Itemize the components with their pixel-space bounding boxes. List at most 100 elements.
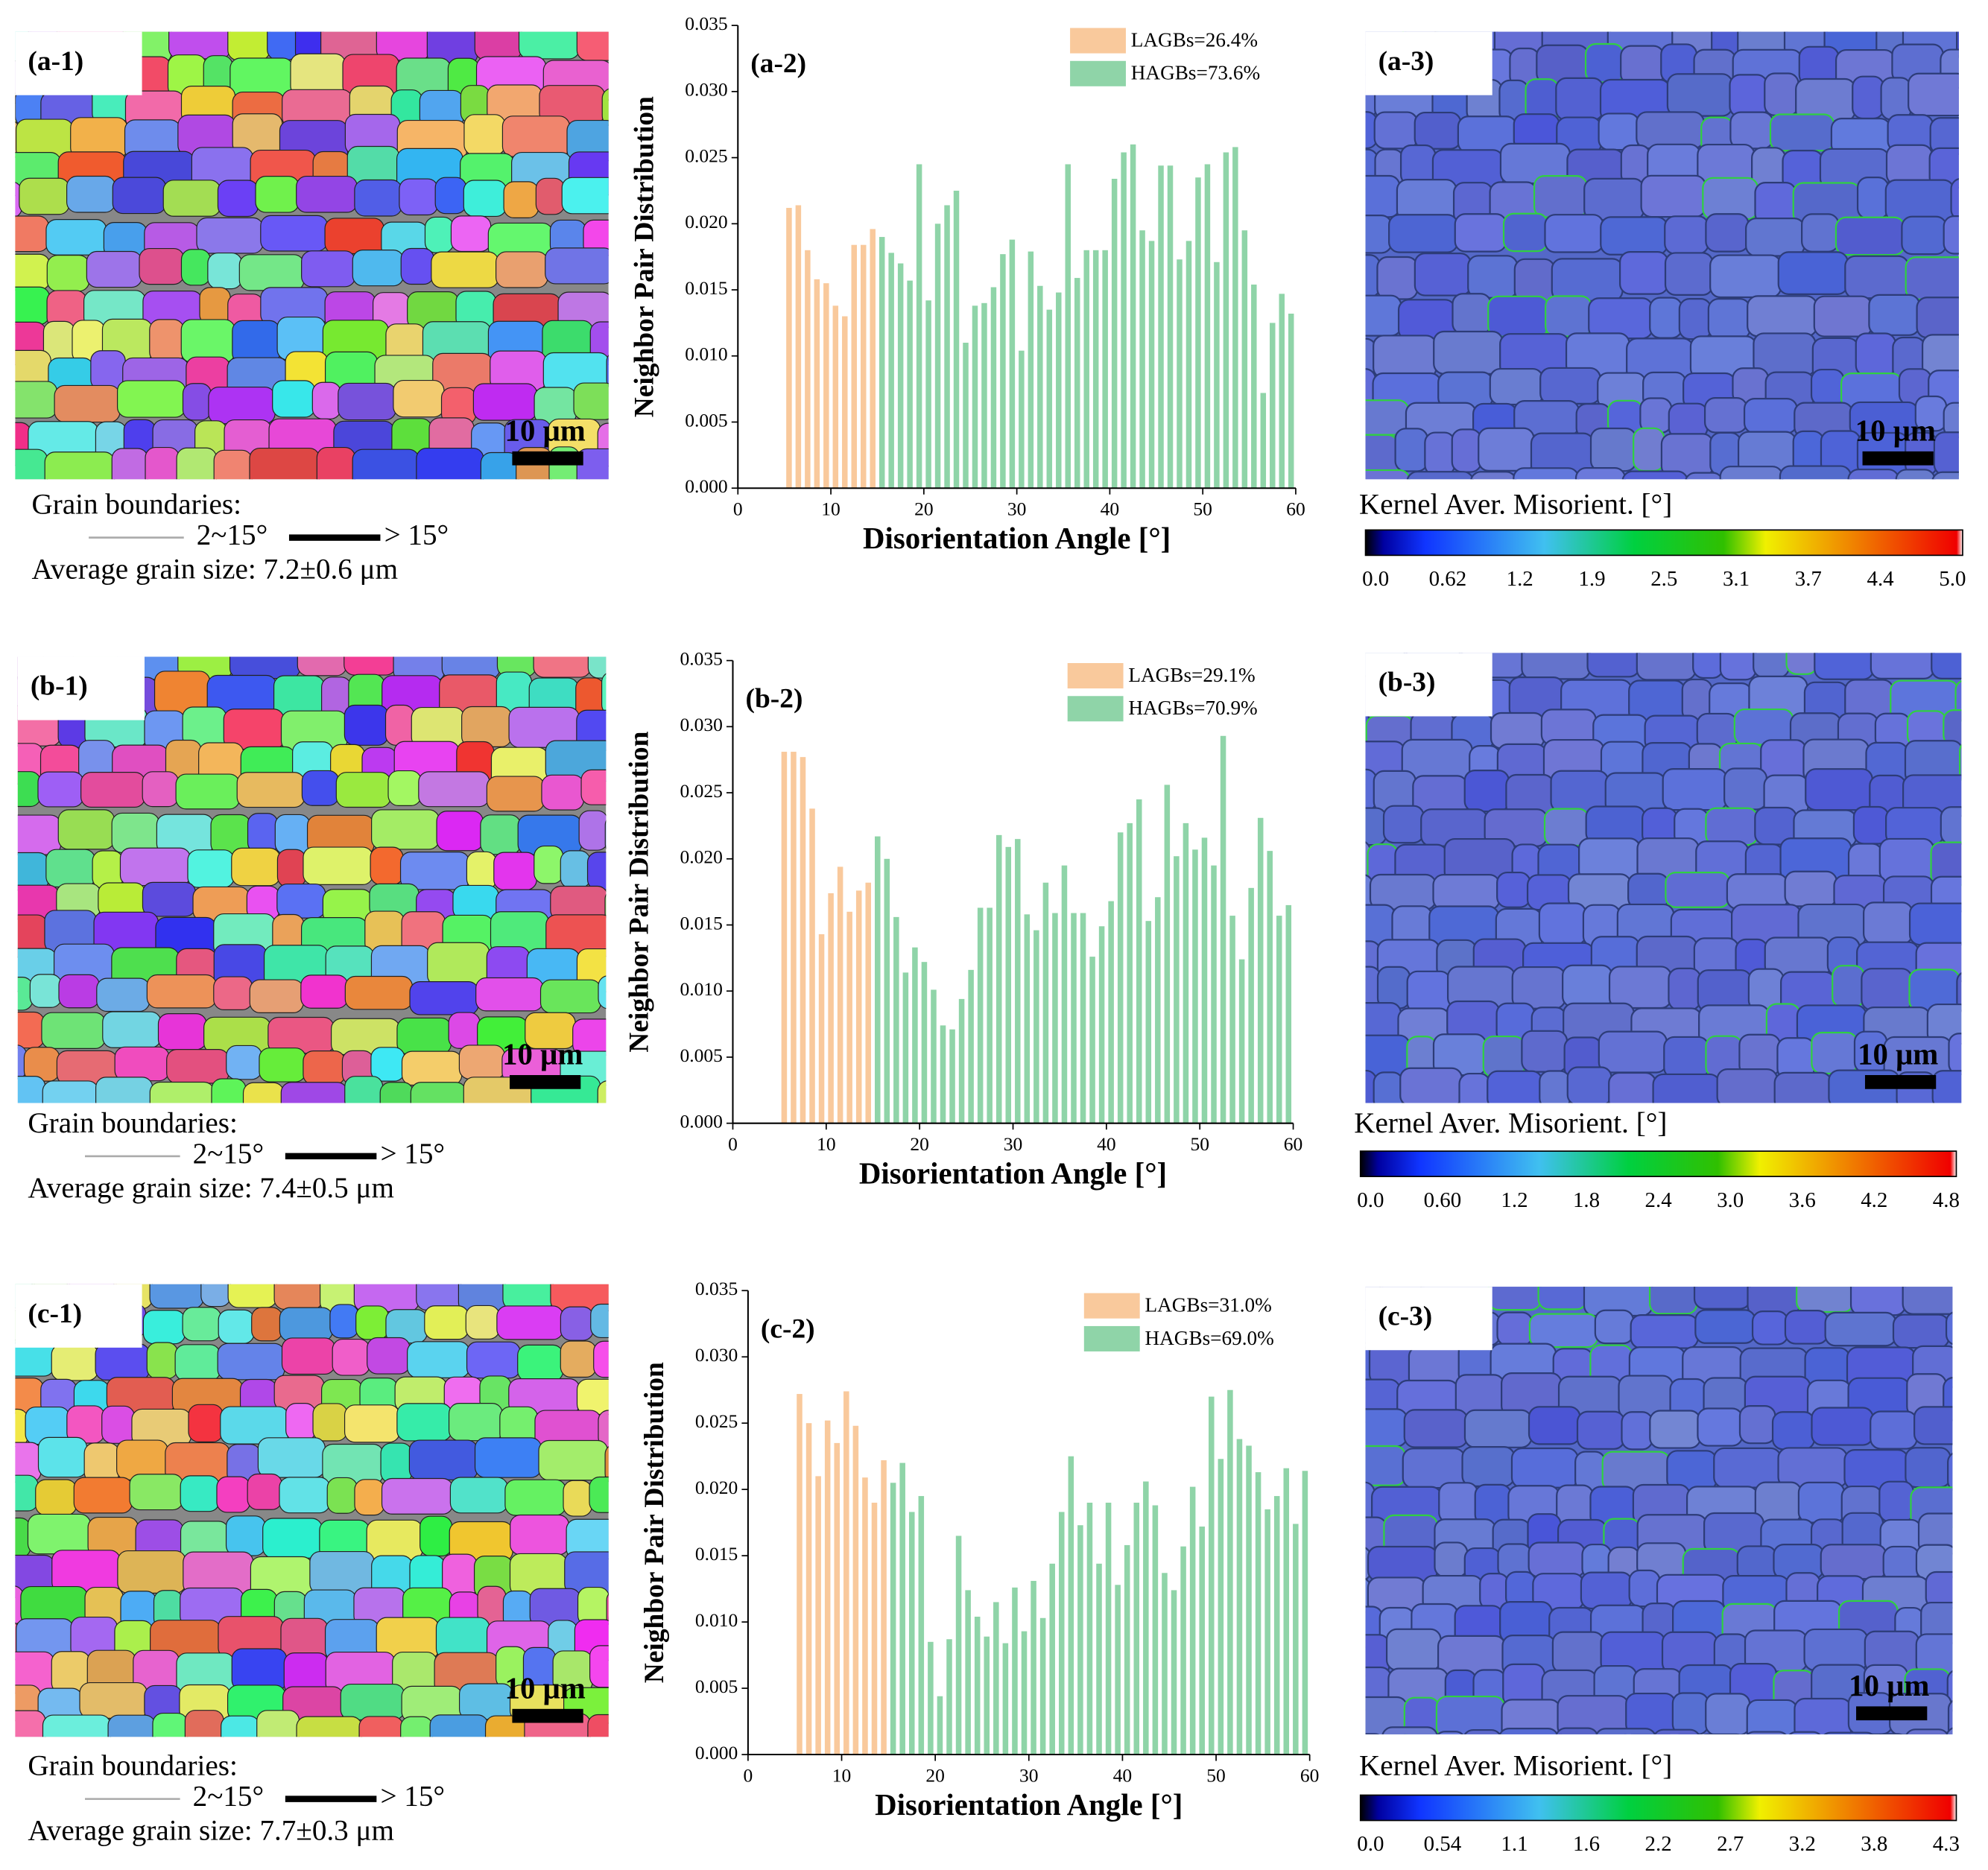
grain: [227, 1284, 278, 1308]
bar: [791, 752, 797, 1123]
grain: [1566, 1066, 1612, 1103]
bar: [814, 279, 820, 489]
grain: [297, 656, 347, 676]
grain: [1823, 1109, 1893, 1145]
grain: [218, 1309, 255, 1344]
grain: [1636, 111, 1705, 150]
grain: [1692, 653, 1724, 679]
grain: [1678, 298, 1712, 340]
grain: [1487, 1287, 1542, 1311]
grain: [175, 773, 241, 810]
grain: [1908, 72, 1959, 117]
grain: [416, 1284, 462, 1310]
y-tick-label: 0.030: [680, 714, 722, 735]
legend-swatch: [1070, 28, 1126, 54]
grain: [231, 847, 281, 887]
grain: [282, 484, 333, 524]
grain: [1365, 711, 1370, 744]
scale-bar-label: 10 μm: [1849, 1669, 1929, 1702]
grain: [338, 382, 396, 421]
colorbar-tick-label: 0.54: [1424, 1832, 1462, 1856]
kam-title: Kernel Aver. Misorient. [°]: [1354, 1107, 1667, 1139]
grain: [1574, 467, 1626, 480]
grain: [408, 1439, 478, 1480]
bar: [795, 205, 802, 489]
bar: [1092, 250, 1099, 489]
grain: [335, 772, 392, 808]
grain: [352, 449, 420, 480]
grain: [1406, 970, 1452, 1014]
bar: [912, 947, 918, 1123]
grain: [111, 448, 149, 480]
grain: [1490, 711, 1545, 749]
grain: [1478, 427, 1535, 472]
grain: [1618, 251, 1669, 295]
grain: [324, 218, 384, 255]
bar: [843, 1391, 849, 1755]
grain: [1365, 469, 1411, 480]
grain: [344, 1076, 384, 1103]
grain: [352, 250, 405, 287]
grain: [1502, 212, 1548, 253]
y-tick-label: 0.000: [695, 1742, 738, 1763]
bar: [815, 1476, 821, 1755]
y-tick-label: 0.025: [680, 780, 722, 802]
bar: [1158, 165, 1164, 489]
panel-label-bg: [1365, 31, 1492, 95]
grain: [207, 252, 243, 290]
grain: [1528, 1406, 1581, 1445]
colorbar-tick-label: 2.7: [1717, 1832, 1744, 1856]
grain: [1403, 1409, 1469, 1448]
chart-label: (a-2): [750, 48, 806, 79]
grain: [1402, 1448, 1466, 1489]
grain: [560, 850, 591, 889]
grain: [1694, 1309, 1756, 1344]
ipf-map: [15, 31, 609, 524]
bar: [1115, 1585, 1121, 1755]
grain: [474, 31, 522, 60]
scale-bar: [510, 1075, 581, 1089]
scale-bar: [1862, 451, 1934, 466]
bar: [1065, 164, 1071, 489]
grain: [35, 1479, 77, 1516]
grain: [1463, 769, 1510, 813]
grain: [17, 771, 41, 808]
grain: [400, 247, 434, 285]
bar: [1024, 914, 1031, 1123]
grain: [213, 449, 253, 480]
colorbar-tick-label: 0.62: [1429, 567, 1467, 591]
grain: [1983, 972, 1988, 1014]
grain: [200, 1284, 232, 1308]
bar: [1061, 865, 1068, 1123]
bar: [890, 1483, 896, 1755]
bar: [1096, 1563, 1102, 1755]
scale-bar: [512, 451, 583, 466]
grain: [344, 656, 397, 676]
bar: [899, 1462, 905, 1755]
grain: [285, 1403, 317, 1442]
bar: [888, 253, 894, 489]
x-tick-label: 20: [910, 1133, 929, 1155]
grain: [1716, 1068, 1779, 1103]
bar: [1276, 916, 1282, 1123]
grain: [590, 1303, 609, 1339]
grain: [1916, 297, 1959, 339]
grain: [1751, 147, 1787, 188]
bar: [918, 1496, 925, 1755]
grain: [1501, 1699, 1562, 1734]
grain: [232, 320, 281, 364]
x-tick-label: 40: [1113, 1765, 1133, 1787]
grain: [1664, 215, 1709, 255]
grain: [1693, 1287, 1752, 1310]
grain: [45, 219, 107, 256]
legend-swatch: [1067, 663, 1124, 689]
chart-label: (c-2): [761, 1313, 815, 1344]
grain: [380, 1442, 413, 1483]
grain: [322, 1443, 384, 1485]
grain: [593, 1340, 609, 1378]
grain: [1600, 216, 1668, 256]
bar: [818, 934, 825, 1123]
colorbar-tick-label: 0.0: [1357, 1188, 1384, 1212]
y-tick-label: 0.010: [695, 1609, 738, 1631]
